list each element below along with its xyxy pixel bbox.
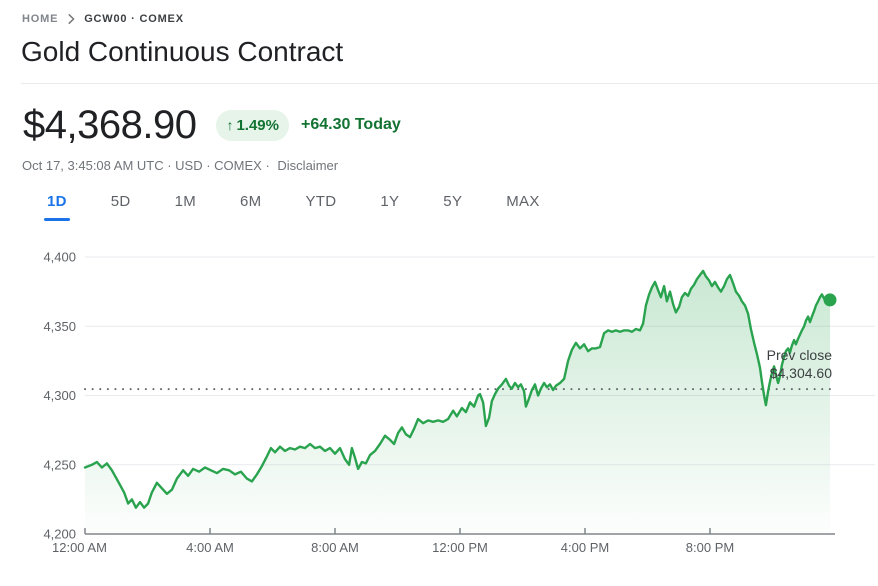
tab-1d[interactable]: 1D <box>44 190 70 221</box>
x-axis-label: 8:00 AM <box>311 540 359 555</box>
change-percent-value: 1.49% <box>236 116 279 134</box>
tab-5d[interactable]: 5D <box>111 190 131 221</box>
page-title: Gold Continuous Contract <box>21 36 344 67</box>
tab-6m[interactable]: 6M <box>240 190 261 221</box>
y-axis-label: 4,300 <box>43 388 76 403</box>
price-area <box>85 270 830 534</box>
x-axis-label: 12:00 AM <box>52 540 107 555</box>
quote-meta: Oct 17, 3:45:08 AM UTC · USD · COMEX · D… <box>22 158 878 173</box>
x-axis-label: 4:00 PM <box>561 540 609 555</box>
up-arrow-icon: ↑ <box>226 116 234 133</box>
tab-ytd[interactable]: YTD <box>305 190 336 221</box>
range-tabs: 1D 5D 1M 6M YTD 1Y 5Y MAX <box>44 190 878 221</box>
y-axis-label: 4,350 <box>43 319 76 334</box>
change-amount-today: +64.30 Today <box>301 116 401 133</box>
x-axis-label: 8:00 PM <box>686 540 734 555</box>
chevron-right-icon <box>65 13 77 25</box>
y-axis-label: 4,400 <box>43 250 76 265</box>
quote-row: $4,368.90 ↑ 1.49% +64.30 Today <box>23 102 878 148</box>
x-axis-label: 4:00 AM <box>186 540 234 555</box>
current-price: $4,368.90 <box>23 102 197 147</box>
quote-timestamp: Oct 17, 3:45:08 AM UTC · USD · COMEX · <box>22 158 270 173</box>
y-axis-label: 4,200 <box>43 527 76 542</box>
breadcrumb: HOME GCW00 · COMEX <box>22 12 878 26</box>
last-price-dot <box>823 293 837 307</box>
prev-close-label: Prev close <box>767 347 833 363</box>
tab-5y[interactable]: 5Y <box>443 190 462 221</box>
tab-max[interactable]: MAX <box>506 190 539 221</box>
y-axis-label: 4,250 <box>43 457 76 472</box>
header-divider <box>21 83 878 84</box>
breadcrumb-home-link[interactable]: HOME <box>22 13 59 25</box>
x-axis-label: 12:00 PM <box>432 540 488 555</box>
tab-1y[interactable]: 1Y <box>380 190 399 221</box>
disclaimer-link[interactable]: Disclaimer <box>277 158 339 173</box>
price-line <box>83 269 832 509</box>
change-percent-badge: ↑ 1.49% <box>216 109 289 141</box>
prev-close-value: $4,304.60 <box>770 365 832 381</box>
breadcrumb-symbol: GCW00 · COMEX <box>84 13 184 25</box>
tab-1m[interactable]: 1M <box>175 190 196 221</box>
